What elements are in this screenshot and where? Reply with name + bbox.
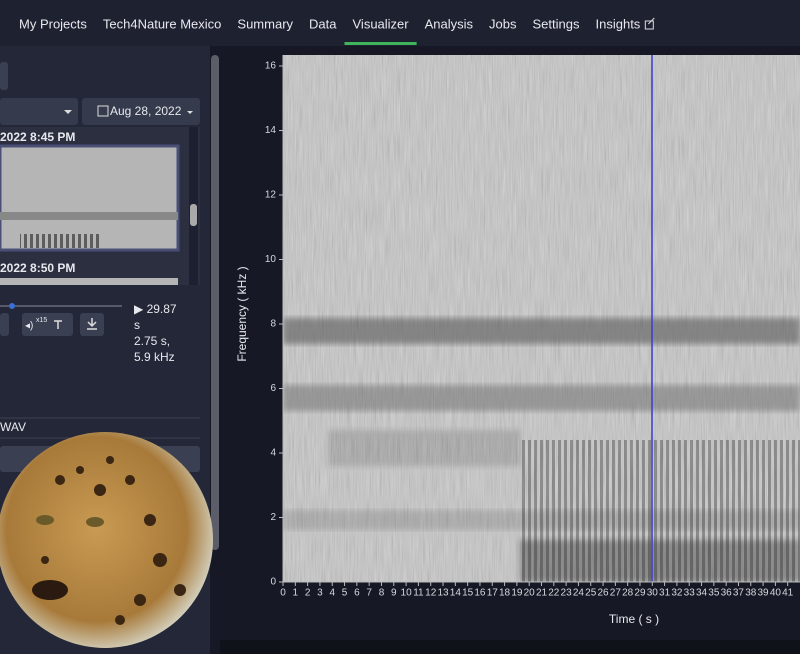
x-tick-label: 35	[708, 588, 720, 599]
recording-thumbnail[interactable]	[0, 278, 178, 285]
y-tick-label: 16	[265, 61, 277, 72]
x-tick-label: 7	[366, 588, 372, 599]
calendar-icon	[97, 105, 109, 117]
leopard-photo	[0, 432, 213, 648]
x-tick-label: 3	[317, 588, 323, 599]
speed-label: x15	[36, 317, 47, 324]
list-scroll-thumb	[190, 204, 197, 226]
nav-item[interactable]: Analysis	[425, 16, 474, 31]
x-tick-label: 22	[548, 588, 560, 599]
button[interactable]	[0, 62, 8, 90]
cursor-time: 2.75 s,	[134, 334, 170, 348]
external-link-icon	[644, 17, 655, 30]
filter-icon	[54, 320, 62, 329]
y-tick-label: 8	[270, 319, 276, 330]
footer-strip	[220, 640, 800, 654]
x-tick-label: 1	[293, 588, 299, 599]
x-tick-label: 33	[684, 588, 696, 599]
x-tick-label: 17	[487, 588, 499, 599]
x-tick-label: 23	[561, 588, 573, 599]
caret-icon	[64, 110, 72, 114]
x-tick-label: 24	[573, 588, 585, 599]
x-tick-label: 30	[647, 588, 659, 599]
x-tick-label: 12	[425, 588, 437, 599]
player-position: ▶ 29.87	[134, 302, 177, 316]
seek-knob[interactable]	[9, 303, 15, 309]
nav-item[interactable]: Settings	[533, 16, 580, 31]
nav-item[interactable]: Summary	[237, 16, 293, 31]
date-button[interactable]	[82, 98, 200, 125]
nav-bar	[0, 0, 800, 46]
format-label: WAV	[0, 420, 26, 434]
recording-thumbnail[interactable]	[0, 144, 180, 252]
y-tick-label: 2	[270, 512, 276, 523]
active-underline	[344, 42, 417, 45]
x-tick-label: 41	[782, 588, 794, 599]
nav-item[interactable]: My Projects	[19, 16, 87, 31]
nav-items: My Projects Tech4Nature Mexico Summary Data…	[19, 16, 655, 45]
x-tick-label: 37	[733, 588, 745, 599]
x-tick-label: 40	[770, 588, 782, 599]
x-tick-label: 4	[329, 588, 335, 599]
x-tick-label: 0	[280, 588, 286, 599]
select[interactable]	[0, 98, 78, 125]
x-tick-label: 9	[391, 588, 397, 599]
button[interactable]	[0, 313, 9, 336]
x-tick-label: 28	[622, 588, 634, 599]
x-tick-label: 11	[413, 588, 424, 599]
x-tick-label: 25	[585, 588, 597, 599]
x-tick-label: 34	[696, 588, 708, 599]
thumbnail-band	[0, 212, 178, 220]
sidebar-scrollbar	[211, 55, 219, 550]
y-axis-label: Frequency ( kHz )	[235, 266, 249, 361]
nav-item[interactable]: Visualizer	[353, 16, 410, 31]
x-tick-label: 27	[610, 588, 622, 599]
caret-icon	[187, 111, 193, 114]
speed-button[interactable]	[22, 313, 73, 336]
x-tick-label: 18	[499, 588, 511, 599]
nav-item[interactable]: Data	[309, 16, 337, 31]
x-tick-label: 29	[634, 588, 646, 599]
x-tick-label: 15	[462, 588, 474, 599]
date-label: Aug 28, 2022	[110, 104, 182, 118]
download-icon	[87, 318, 97, 330]
x-tick-label: 32	[671, 588, 683, 599]
y-tick-label: 10	[265, 254, 277, 265]
y-tick-label: 0	[270, 577, 276, 588]
player-unit: s	[134, 318, 140, 332]
nav-item[interactable]: Tech4Nature Mexico	[103, 16, 222, 31]
y-tick-label: 12	[265, 190, 277, 201]
x-tick-label: 38	[745, 588, 757, 599]
x-tick-label: 21	[536, 588, 548, 599]
x-tick-label: 19	[511, 588, 523, 599]
x-tick-label: 10	[401, 588, 413, 599]
cursor-freq: 5.9 kHz	[134, 350, 175, 364]
x-tick-label: 5	[342, 588, 348, 599]
recording-label[interactable]: 2022 8:50 PM	[0, 261, 75, 275]
x-tick-label: 31	[659, 588, 671, 599]
x-tick-label: 20	[524, 588, 536, 599]
x-tick-label: 13	[437, 588, 449, 599]
x-tick-label: 16	[474, 588, 486, 599]
x-tick-label: 26	[597, 588, 609, 599]
spectrogram	[283, 55, 800, 582]
y-tick-label: 4	[270, 448, 276, 459]
y-tick-label: 14	[265, 125, 277, 136]
x-axis-label: Time ( s )	[609, 612, 659, 626]
thumbnail-band	[20, 234, 100, 248]
volume-icon: ◂)	[25, 321, 33, 332]
x-tick-label: 39	[758, 588, 770, 599]
nav-item[interactable]: Insights	[596, 16, 641, 31]
recording-label[interactable]: 2022 8:45 PM	[0, 130, 75, 144]
x-tick-label: 14	[450, 588, 462, 599]
x-tick-label: 36	[721, 588, 733, 599]
nav-item[interactable]: Jobs	[489, 16, 517, 31]
x-tick-label: 2	[305, 588, 311, 599]
y-tick-label: 6	[270, 383, 276, 394]
x-tick-label: 6	[354, 588, 360, 599]
x-tick-label: 8	[379, 588, 385, 599]
